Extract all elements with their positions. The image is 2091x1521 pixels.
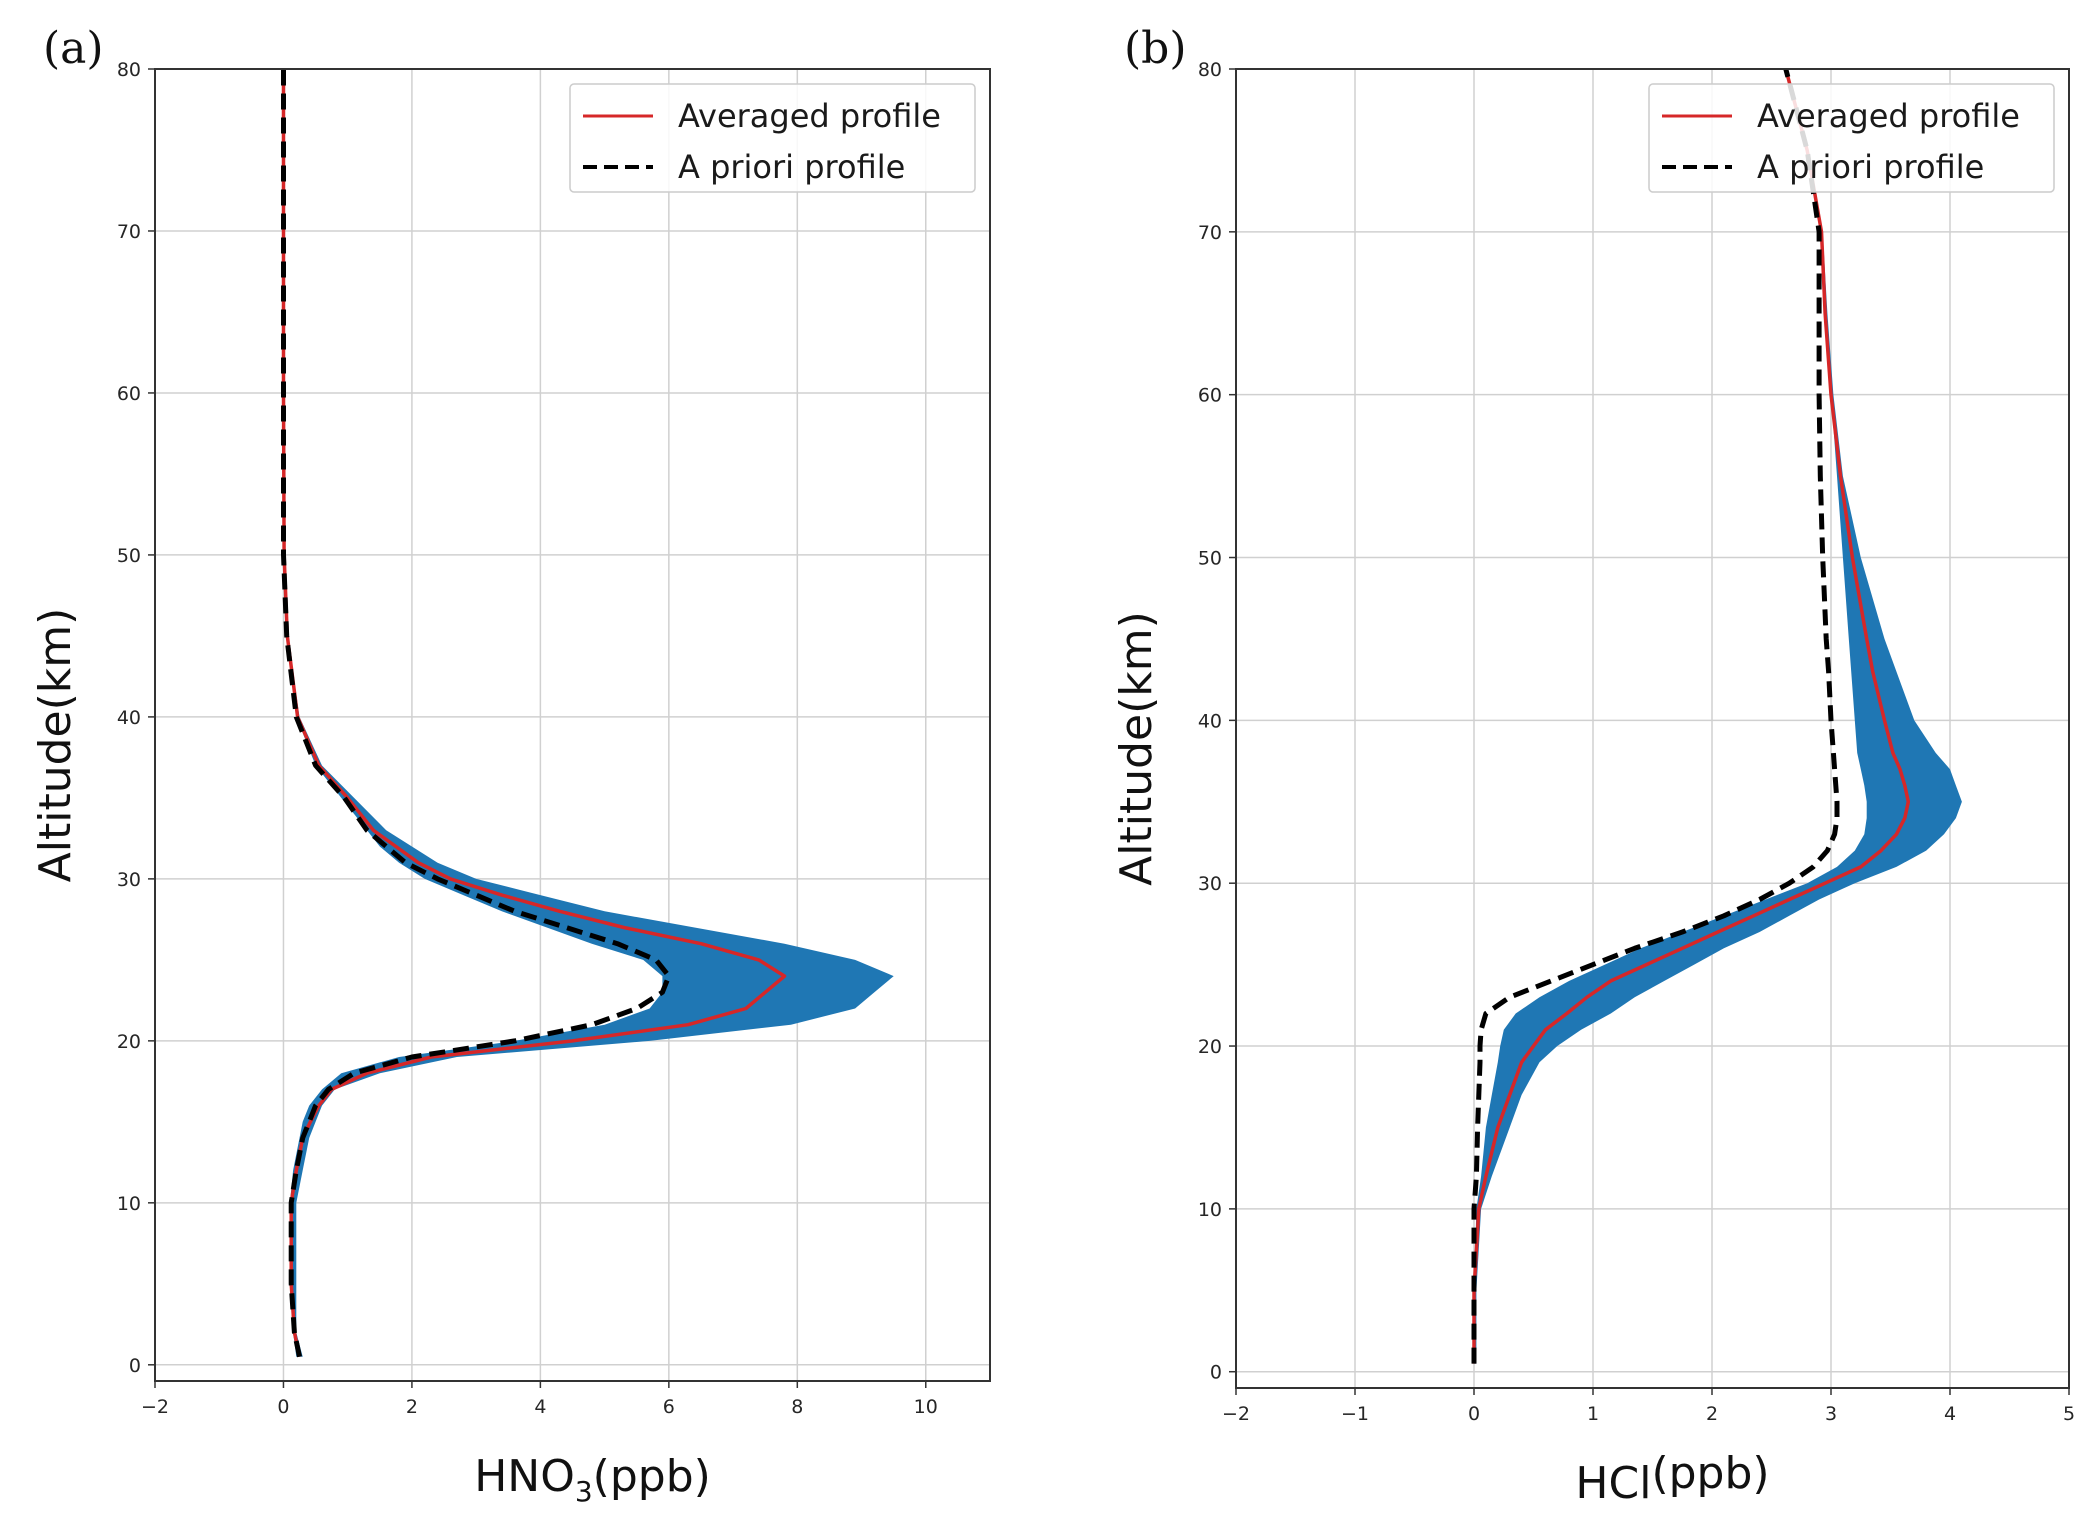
y-tick-label: 50: [1198, 548, 1222, 570]
panel-label: (a): [43, 23, 104, 74]
y-tick-label: 80: [117, 59, 141, 81]
a-priori-profile-line: [281, 69, 672, 1358]
x-tick-label: 6: [663, 1396, 675, 1418]
x-tick-label: 10: [914, 1396, 938, 1418]
x-tick-label: 5: [2063, 1403, 2075, 1425]
x-tick-label: 4: [1944, 1403, 1956, 1425]
legend-box: [1648, 83, 2055, 193]
y-tick-label: 30: [1198, 873, 1222, 895]
x-axis-label-unit: (ppb): [593, 1451, 711, 1502]
x-axis-label: HNO3(ppb): [474, 1451, 711, 1508]
y-axis-label: Altitude(km): [30, 608, 81, 883]
a-priori-profile-line: [1471, 68, 1840, 1364]
legend-label-averaged: Averaged profile: [1757, 97, 2020, 135]
x-axis-label-subscript: 3: [575, 1475, 593, 1508]
x-axis-label-unit: (ppb): [1651, 1448, 1769, 1499]
x-axis-label-main: HCl: [1575, 1458, 1651, 1509]
x-tick-label: −2: [1222, 1403, 1250, 1425]
legend: Averaged profile A priori profile: [1648, 83, 2055, 193]
x-axis-label-main: HNO: [474, 1451, 575, 1502]
x-tick-label: 0: [277, 1396, 289, 1418]
y-tick-label: 10: [1198, 1199, 1222, 1221]
y-tick-label: 60: [117, 383, 141, 405]
x-tick-label: 0: [1468, 1403, 1480, 1425]
y-tick-label: 80: [1198, 59, 1222, 81]
x-axis-label: HCl(ppb): [1575, 1448, 1769, 1509]
x-tick-label: 2: [406, 1396, 418, 1418]
y-tick-label: 70: [117, 221, 141, 243]
panel-label: (b): [1124, 23, 1187, 74]
plot-area-frame: [1235, 68, 2070, 1389]
x-tick-label: 8: [791, 1396, 803, 1418]
y-tick-label: 20: [117, 1031, 141, 1053]
plot-area-frame: [154, 68, 991, 1382]
y-tick-label: 0: [1210, 1362, 1222, 1384]
y-tick-label: 0: [129, 1355, 141, 1377]
y-tick-label: 40: [1198, 710, 1222, 732]
legend-box: [569, 83, 976, 193]
x-tick-label: −1: [1341, 1403, 1369, 1425]
y-axis-label: Altitude(km): [1111, 611, 1162, 886]
legend-label-a-priori: A priori profile: [1757, 148, 1984, 186]
y-tick-label: 40: [117, 707, 141, 729]
y-tick-label: 70: [1198, 222, 1222, 244]
y-tick-label: 20: [1198, 1036, 1222, 1058]
legend-label-a-priori: A priori profile: [678, 148, 905, 186]
x-tick-label: 4: [534, 1396, 546, 1418]
x-tick-label: 2: [1706, 1403, 1718, 1425]
x-tick-label: 1: [1587, 1403, 1599, 1425]
averaged-profile-line: [1472, 68, 1911, 1364]
x-tick-label: −2: [141, 1396, 169, 1418]
y-tick-label: 60: [1198, 385, 1222, 407]
y-tick-label: 10: [117, 1193, 141, 1215]
x-tick-label: 3: [1825, 1403, 1837, 1425]
y-tick-label: 50: [117, 545, 141, 567]
legend-label-averaged: Averaged profile: [678, 97, 941, 135]
y-tick-label: 30: [117, 869, 141, 891]
legend: Averaged profile A priori profile: [569, 83, 976, 193]
spread-band: [1474, 69, 1962, 1364]
